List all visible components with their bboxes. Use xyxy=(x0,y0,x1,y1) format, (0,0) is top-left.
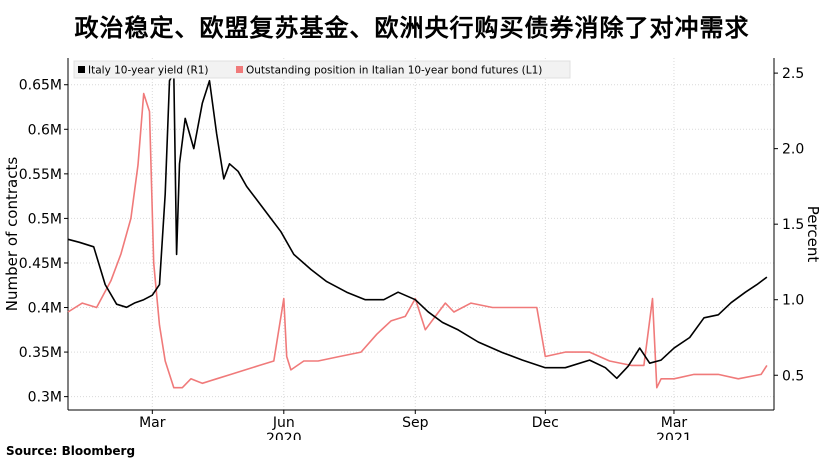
left-tick-label: 0.6M xyxy=(28,122,62,138)
grid-lines xyxy=(68,58,774,410)
x-tick-label: Mar xyxy=(139,415,166,431)
right-tick-label: 2.0 xyxy=(782,142,804,158)
left-tick-label: 0.4M xyxy=(28,301,62,317)
chart-title: 政治稳定、欧盟复苏基金、欧洲央行购买债券消除了对冲需求 xyxy=(74,14,750,42)
left-tick-label: 0.3M xyxy=(28,390,62,406)
x-tick-label: Sep xyxy=(402,415,429,431)
left-axis: 0.3M 0.35M 0.4M 0.45M 0.5M 0.55M 0.6M 0.65M xyxy=(19,58,69,410)
legend-swatch-futures xyxy=(236,66,243,73)
series-line-yield xyxy=(67,72,768,380)
x-tick-label: Dec xyxy=(532,415,559,431)
legend-label-futures: Outstanding position in Italian 10-year … xyxy=(246,65,542,77)
series-layer xyxy=(67,72,768,389)
x-axis: Mar Jun Sep Dec Mar 2020 2021 xyxy=(68,409,774,440)
left-tick-label: 0.35M xyxy=(19,345,62,361)
legend-swatch-yield xyxy=(78,66,85,73)
x-year-label: 2020 xyxy=(266,431,302,440)
x-tick-label: Mar xyxy=(661,415,688,431)
x-year-label: 2021 xyxy=(656,431,692,440)
chart-svg: 0.3M 0.35M 0.4M 0.45M 0.5M 0.55M 0.6M 0.65M 0.5… xyxy=(3,58,822,440)
left-tick-label: 0.65M xyxy=(19,78,62,94)
series-line-futures xyxy=(67,92,768,389)
left-tick-label: 0.55M xyxy=(19,167,62,183)
legend: Italy 10-year yield (R1) Outstanding pos… xyxy=(73,60,571,79)
right-axis-label: Percent xyxy=(804,206,822,263)
right-tick-label: 1.5 xyxy=(782,217,804,233)
legend-box xyxy=(73,60,571,79)
legend-label-yield: Italy 10-year yield (R1) xyxy=(88,65,209,77)
x-tick-label: Jun xyxy=(272,415,295,431)
right-axis: 0.5 1.0 1.5 2.0 2.5 xyxy=(773,58,804,410)
right-tick-label: 2.5 xyxy=(782,66,804,82)
left-tick-label: 0.5M xyxy=(28,211,62,227)
left-tick-label: 0.45M xyxy=(19,256,62,272)
right-tick-label: 1.0 xyxy=(782,293,804,309)
right-tick-label: 0.5 xyxy=(782,368,804,384)
source-note: Source: Bloomberg xyxy=(6,444,136,458)
left-axis-label: Number of contracts xyxy=(3,157,21,312)
plot-background xyxy=(68,58,774,410)
